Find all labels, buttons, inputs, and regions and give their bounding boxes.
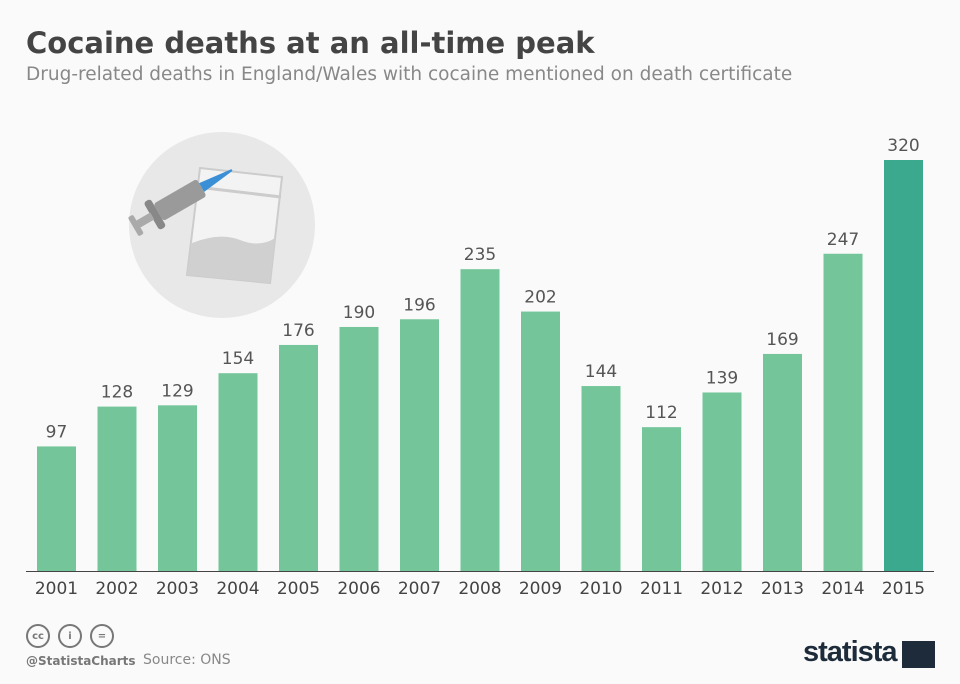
value-label: 154 [222, 349, 254, 369]
x-tick-label: 2015 [882, 579, 925, 599]
twitter-handle: @StatistaCharts [26, 654, 136, 668]
bar-2015 [884, 160, 923, 571]
x-tick-label: 2008 [458, 579, 501, 599]
cc-icon: cc [26, 624, 50, 648]
attribution-icon: i [58, 624, 82, 648]
bar-2009 [521, 311, 560, 571]
x-tick-label: 2002 [95, 579, 138, 599]
chart-subtitle: Drug-related deaths in England/Wales wit… [26, 64, 793, 85]
bar-2013 [763, 353, 802, 571]
x-tick-label: 2011 [640, 579, 683, 599]
bar-2002 [97, 406, 137, 571]
value-label: 247 [827, 230, 859, 250]
x-tick-label: 2004 [216, 579, 259, 599]
value-label: 139 [706, 368, 738, 388]
bar-2007 [400, 319, 439, 571]
value-label: 97 [46, 422, 68, 442]
source-note: Source: ONS [143, 652, 231, 668]
value-label: 196 [403, 295, 435, 315]
x-tick-label: 2007 [398, 579, 441, 599]
x-tick-label: 2014 [821, 579, 864, 599]
statista-logo: statista [803, 636, 898, 668]
chart-title: Cocaine deaths at an all-time peak [26, 26, 595, 60]
x-tick-label: 2009 [519, 579, 562, 599]
x-tick-label: 2012 [700, 579, 743, 599]
bar-2014 [823, 253, 863, 571]
bar-2008 [460, 269, 500, 571]
value-label: 202 [524, 288, 556, 308]
value-label: 320 [887, 136, 919, 156]
x-tick-label: 2006 [337, 579, 380, 599]
syringe-bag-illustration [128, 132, 315, 318]
x-tick-label: 2013 [761, 579, 804, 599]
bar-2012 [702, 392, 742, 571]
bar-2004 [218, 373, 258, 571]
x-tick-label: 2010 [579, 579, 622, 599]
bar-2011 [642, 427, 681, 571]
bar-2010 [581, 386, 621, 571]
value-label: 128 [101, 383, 133, 403]
value-label: 235 [464, 245, 496, 265]
value-label: 190 [343, 303, 375, 323]
no-derivatives-icon: = [90, 624, 114, 648]
value-label: 176 [282, 321, 314, 341]
bar-2006 [339, 326, 379, 571]
x-tick-label: 2005 [277, 579, 320, 599]
bar-2005 [279, 344, 318, 571]
value-label: 129 [161, 381, 193, 401]
bar-2001 [37, 446, 76, 571]
value-label: 144 [585, 362, 617, 382]
bar-2003 [158, 405, 197, 571]
value-label: 112 [645, 403, 677, 423]
x-tick-label: 2001 [35, 579, 78, 599]
value-label: 169 [766, 330, 798, 350]
statista-logo-mark [902, 641, 935, 668]
x-tick-label: 2003 [156, 579, 199, 599]
